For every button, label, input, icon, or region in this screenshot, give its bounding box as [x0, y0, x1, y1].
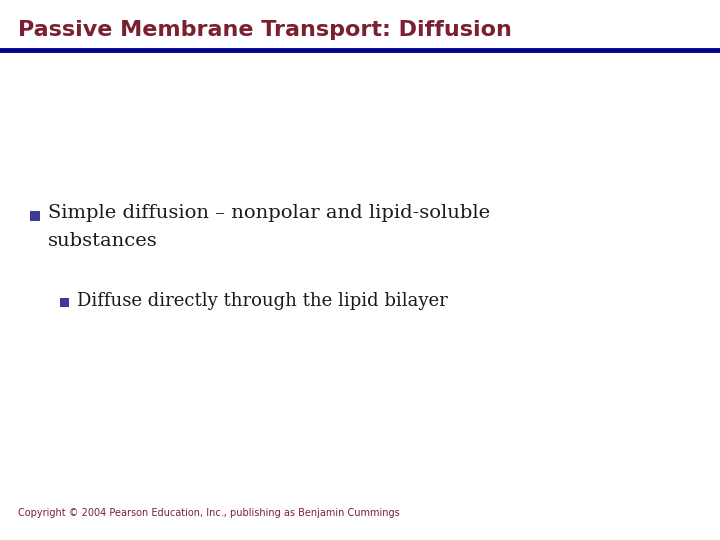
Text: Simple diffusion – nonpolar and lipid-soluble: Simple diffusion – nonpolar and lipid-so… — [48, 204, 490, 222]
Text: substances: substances — [48, 232, 158, 250]
Text: Copyright © 2004 Pearson Education, Inc., publishing as Benjamin Cummings: Copyright © 2004 Pearson Education, Inc.… — [18, 508, 400, 518]
Text: Diffuse directly through the lipid bilayer: Diffuse directly through the lipid bilay… — [77, 292, 448, 310]
Bar — [60, 298, 69, 307]
Text: Passive Membrane Transport: Diffusion: Passive Membrane Transport: Diffusion — [18, 20, 512, 40]
Bar — [30, 211, 40, 221]
